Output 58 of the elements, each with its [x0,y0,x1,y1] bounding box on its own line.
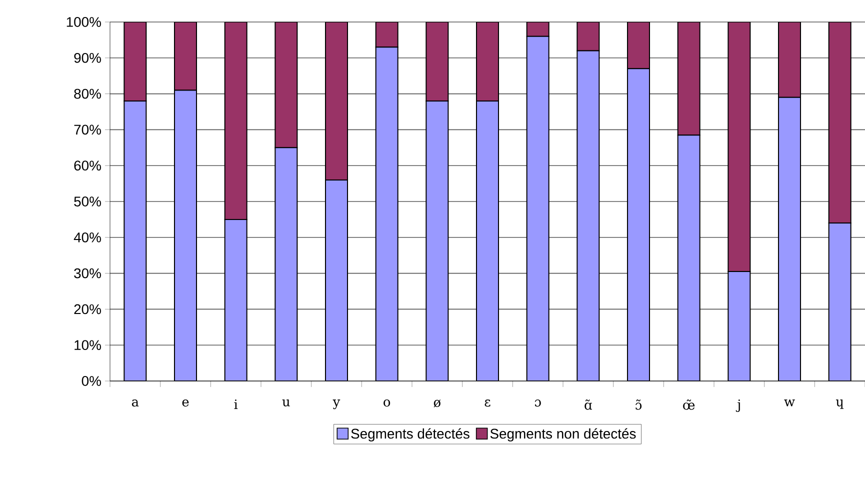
x-tick-label: ɔ [534,400,541,407]
x-tick-label: a [132,400,139,407]
bar [728,271,751,381]
y-tick-label: 60% [74,160,101,171]
x-tick-label: ø [434,400,441,408]
bar [174,22,198,91]
bar [375,46,398,381]
bar [526,22,550,37]
bar [526,36,550,381]
bar [576,50,600,381]
bar [576,22,600,52]
x-tick-label: i [234,400,238,410]
legend-label: Segments non détectés [490,428,636,442]
x-tick-label: e [182,400,189,407]
bar [728,22,751,272]
y-tick-label: 70% [74,124,101,135]
y-tick-label: 20% [74,304,101,314]
bar [426,22,449,102]
bar [778,96,802,381]
bar [627,68,650,381]
bar [778,22,802,98]
x-tick-label: œ̃ [683,400,695,410]
x-tick-label: ɛ [484,400,490,407]
y-tick-label: 90% [74,52,101,63]
x-tick-label: ɥ [836,400,844,409]
x-tick-label: ɑ̃ [584,400,592,410]
bar [375,22,398,48]
x-tick-label: j [736,400,740,412]
bar [677,22,700,136]
bar [124,22,147,102]
y-tick-label: 100% [66,17,101,27]
y-tick-label: 40% [74,232,101,242]
x-tick-label: w [784,400,795,406]
x-tick-label: ɔ̃ [636,400,642,410]
bar [224,22,248,220]
legend-label: Segments détectés [351,428,470,442]
bar [325,179,348,381]
y-tick-label: 30% [74,268,101,278]
bar [476,22,500,102]
bar [677,134,700,381]
x-tick-label: y [332,400,340,410]
y-tick-label: 50% [74,196,101,206]
bar [274,147,298,381]
bar [174,90,198,381]
bar [627,22,650,70]
bar [828,22,852,224]
bar [224,218,248,381]
y-tick-label: 80% [74,88,101,99]
bar [828,222,852,381]
x-tick-label: u [282,400,290,406]
y-tick-label: 0% [82,376,101,386]
bar [476,100,500,381]
bar [325,22,348,180]
y-tick-label: 10% [74,340,101,350]
x-tick-label: o [384,400,390,407]
bar [274,22,298,148]
bar [124,100,147,381]
bar [426,100,449,381]
